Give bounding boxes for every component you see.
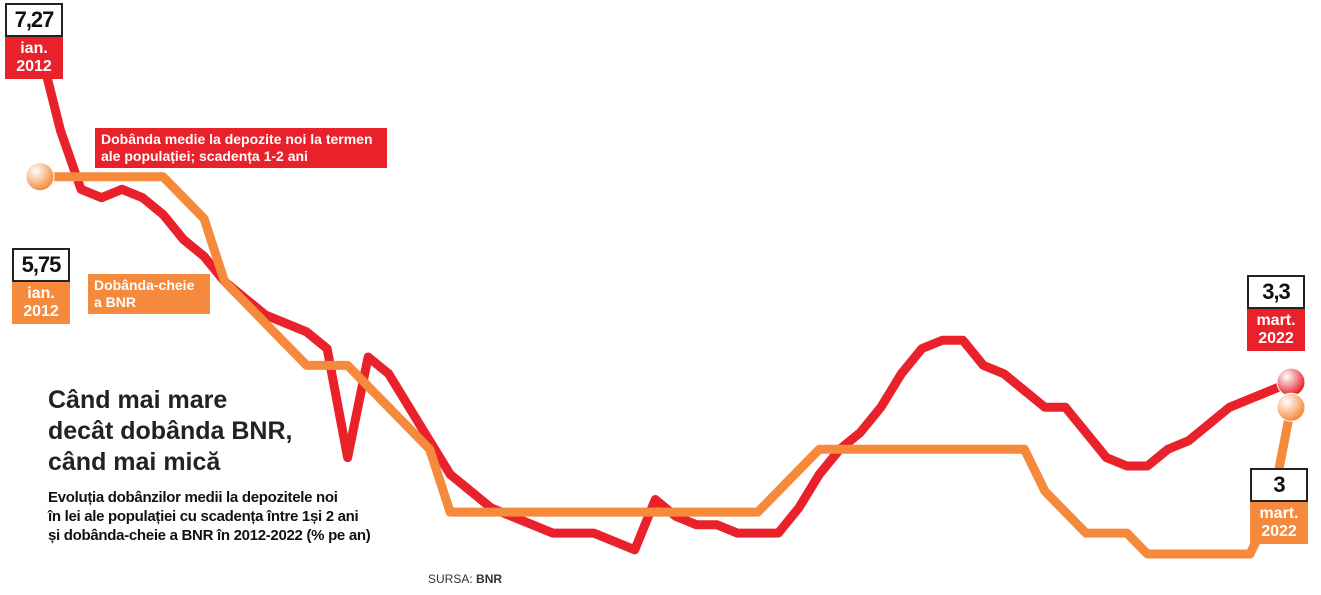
chart-subtitle: Evoluția dobânzilor medii la depozitele … bbox=[48, 488, 371, 545]
end-marker bbox=[1276, 392, 1306, 422]
date-label: mart. 2022 bbox=[1247, 309, 1305, 351]
value-label: 3,3 bbox=[1247, 275, 1305, 309]
value-label: 7,27 bbox=[5, 3, 63, 37]
value-box: 7,27 ian. 2012 bbox=[5, 3, 63, 79]
source-name: BNR bbox=[476, 572, 503, 586]
end-marker bbox=[1276, 367, 1306, 397]
series-line bbox=[40, 172, 1296, 559]
value-box: 5,75 ian. 2012 bbox=[12, 248, 70, 324]
end-marker bbox=[25, 162, 55, 192]
date-label: ian. 2012 bbox=[12, 282, 70, 324]
subtitle-line: Evoluția dobânzilor medii la depozitele … bbox=[48, 489, 338, 506]
value-box: 3,3 mart. 2022 bbox=[1247, 275, 1305, 351]
date-label: ian. 2012 bbox=[5, 37, 63, 79]
chart-title: Când mai mare decât dobânda BNR, când mai … bbox=[48, 385, 292, 478]
date-label: mart. 2022 bbox=[1250, 502, 1308, 544]
title-line: decât dobânda BNR, bbox=[48, 417, 293, 445]
source: SURSA: BNR bbox=[428, 572, 502, 586]
value-label: 3 bbox=[1250, 468, 1308, 502]
legend-entry: Dobânda-cheie a BNR bbox=[88, 274, 210, 314]
source-label: SURSA: bbox=[428, 572, 473, 586]
subtitle-line: și dobânda-cheie a BNR în 2012-2022 (% p… bbox=[48, 527, 371, 544]
subtitle-line: în lei ale populației cu scadența între … bbox=[48, 508, 359, 525]
title-line: când mai mică bbox=[48, 448, 221, 476]
value-label: 5,75 bbox=[12, 248, 70, 282]
title-line: Când mai mare bbox=[48, 386, 228, 414]
value-box: 3 mart. 2022 bbox=[1250, 468, 1308, 544]
legend-entry: Dobânda medie la depozite noi la termen … bbox=[95, 128, 387, 168]
